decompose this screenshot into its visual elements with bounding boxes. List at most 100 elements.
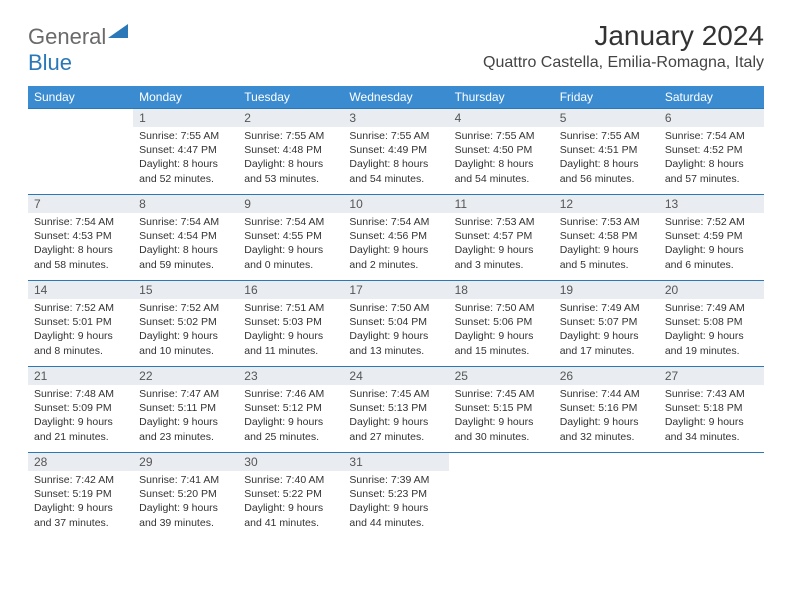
daylight-line: Daylight: 9 hours and 13 minutes. <box>349 329 442 357</box>
day-cell: 18Sunrise: 7:50 AMSunset: 5:06 PMDayligh… <box>449 280 554 366</box>
sunrise-line: Sunrise: 7:54 AM <box>244 215 337 229</box>
sunrise-line: Sunrise: 7:46 AM <box>244 387 337 401</box>
empty-cell: . <box>659 452 764 538</box>
day-body: Sunrise: 7:52 AMSunset: 5:02 PMDaylight:… <box>133 299 238 362</box>
day-body: Sunrise: 7:43 AMSunset: 5:18 PMDaylight:… <box>659 385 764 448</box>
daylight-line: Daylight: 8 hours and 52 minutes. <box>139 157 232 185</box>
dow-header: Sunday <box>28 86 133 108</box>
daylight-line: Daylight: 8 hours and 59 minutes. <box>139 243 232 271</box>
day-body: Sunrise: 7:50 AMSunset: 5:04 PMDaylight:… <box>343 299 448 362</box>
day-body: Sunrise: 7:39 AMSunset: 5:23 PMDaylight:… <box>343 471 448 534</box>
day-cell: 8Sunrise: 7:54 AMSunset: 4:54 PMDaylight… <box>133 194 238 280</box>
daylight-line: Daylight: 8 hours and 54 minutes. <box>455 157 548 185</box>
logo: General Blue <box>28 20 128 76</box>
dow-header: Monday <box>133 86 238 108</box>
day-body: Sunrise: 7:54 AMSunset: 4:53 PMDaylight:… <box>28 213 133 276</box>
day-body: Sunrise: 7:54 AMSunset: 4:55 PMDaylight:… <box>238 213 343 276</box>
day-cell: 3Sunrise: 7:55 AMSunset: 4:49 PMDaylight… <box>343 108 448 194</box>
day-body: Sunrise: 7:45 AMSunset: 5:15 PMDaylight:… <box>449 385 554 448</box>
day-body: Sunrise: 7:53 AMSunset: 4:57 PMDaylight:… <box>449 213 554 276</box>
day-body: Sunrise: 7:49 AMSunset: 5:08 PMDaylight:… <box>659 299 764 362</box>
sunrise-line: Sunrise: 7:47 AM <box>139 387 232 401</box>
day-body: Sunrise: 7:52 AMSunset: 4:59 PMDaylight:… <box>659 213 764 276</box>
day-body: Sunrise: 7:48 AMSunset: 5:09 PMDaylight:… <box>28 385 133 448</box>
day-number: 3 <box>343 109 448 127</box>
sunset-line: Sunset: 4:49 PM <box>349 143 442 157</box>
sunrise-line: Sunrise: 7:45 AM <box>349 387 442 401</box>
day-body: Sunrise: 7:46 AMSunset: 5:12 PMDaylight:… <box>238 385 343 448</box>
daylight-line: Daylight: 9 hours and 30 minutes. <box>455 415 548 443</box>
sunset-line: Sunset: 5:07 PM <box>560 315 653 329</box>
sunset-line: Sunset: 5:04 PM <box>349 315 442 329</box>
day-body: Sunrise: 7:51 AMSunset: 5:03 PMDaylight:… <box>238 299 343 362</box>
sunset-line: Sunset: 5:06 PM <box>455 315 548 329</box>
sunset-line: Sunset: 5:18 PM <box>665 401 758 415</box>
daylight-line: Daylight: 9 hours and 6 minutes. <box>665 243 758 271</box>
day-number: 22 <box>133 367 238 385</box>
day-cell: 22Sunrise: 7:47 AMSunset: 5:11 PMDayligh… <box>133 366 238 452</box>
day-body: Sunrise: 7:54 AMSunset: 4:52 PMDaylight:… <box>659 127 764 190</box>
day-cell: 10Sunrise: 7:54 AMSunset: 4:56 PMDayligh… <box>343 194 448 280</box>
day-cell: 2Sunrise: 7:55 AMSunset: 4:48 PMDaylight… <box>238 108 343 194</box>
day-number: 16 <box>238 281 343 299</box>
day-number: 26 <box>554 367 659 385</box>
sunset-line: Sunset: 5:08 PM <box>665 315 758 329</box>
day-number: 30 <box>238 453 343 471</box>
daylight-line: Daylight: 9 hours and 21 minutes. <box>34 415 127 443</box>
empty-cell: . <box>554 452 659 538</box>
sunrise-line: Sunrise: 7:54 AM <box>349 215 442 229</box>
dow-header: Saturday <box>659 86 764 108</box>
day-number: 20 <box>659 281 764 299</box>
day-cell: 13Sunrise: 7:52 AMSunset: 4:59 PMDayligh… <box>659 194 764 280</box>
day-body: Sunrise: 7:47 AMSunset: 5:11 PMDaylight:… <box>133 385 238 448</box>
day-cell: 14Sunrise: 7:52 AMSunset: 5:01 PMDayligh… <box>28 280 133 366</box>
day-body: Sunrise: 7:54 AMSunset: 4:54 PMDaylight:… <box>133 213 238 276</box>
day-number: 7 <box>28 195 133 213</box>
daylight-line: Daylight: 8 hours and 53 minutes. <box>244 157 337 185</box>
day-cell: 4Sunrise: 7:55 AMSunset: 4:50 PMDaylight… <box>449 108 554 194</box>
sunrise-line: Sunrise: 7:55 AM <box>349 129 442 143</box>
daylight-line: Daylight: 9 hours and 3 minutes. <box>455 243 548 271</box>
daylight-line: Daylight: 9 hours and 17 minutes. <box>560 329 653 357</box>
sunset-line: Sunset: 5:23 PM <box>349 487 442 501</box>
day-number: 23 <box>238 367 343 385</box>
day-cell: 20Sunrise: 7:49 AMSunset: 5:08 PMDayligh… <box>659 280 764 366</box>
sunrise-line: Sunrise: 7:49 AM <box>665 301 758 315</box>
sunrise-line: Sunrise: 7:52 AM <box>139 301 232 315</box>
day-number: 17 <box>343 281 448 299</box>
sunrise-line: Sunrise: 7:55 AM <box>455 129 548 143</box>
dow-header: Tuesday <box>238 86 343 108</box>
day-body: Sunrise: 7:55 AMSunset: 4:49 PMDaylight:… <box>343 127 448 190</box>
sunrise-line: Sunrise: 7:53 AM <box>560 215 653 229</box>
day-number: 2 <box>238 109 343 127</box>
sunset-line: Sunset: 5:22 PM <box>244 487 337 501</box>
sunset-line: Sunset: 4:58 PM <box>560 229 653 243</box>
day-body: Sunrise: 7:55 AMSunset: 4:48 PMDaylight:… <box>238 127 343 190</box>
day-cell: 23Sunrise: 7:46 AMSunset: 5:12 PMDayligh… <box>238 366 343 452</box>
day-body: Sunrise: 7:54 AMSunset: 4:56 PMDaylight:… <box>343 213 448 276</box>
sunrise-line: Sunrise: 7:40 AM <box>244 473 337 487</box>
sunrise-line: Sunrise: 7:44 AM <box>560 387 653 401</box>
sunset-line: Sunset: 4:57 PM <box>455 229 548 243</box>
sunrise-line: Sunrise: 7:43 AM <box>665 387 758 401</box>
logo-part1: General <box>28 24 106 49</box>
sunset-line: Sunset: 5:01 PM <box>34 315 127 329</box>
day-number: 11 <box>449 195 554 213</box>
day-number: 19 <box>554 281 659 299</box>
day-cell: 11Sunrise: 7:53 AMSunset: 4:57 PMDayligh… <box>449 194 554 280</box>
sunset-line: Sunset: 5:15 PM <box>455 401 548 415</box>
sunset-line: Sunset: 5:16 PM <box>560 401 653 415</box>
day-cell: 19Sunrise: 7:49 AMSunset: 5:07 PMDayligh… <box>554 280 659 366</box>
day-cell: 9Sunrise: 7:54 AMSunset: 4:55 PMDaylight… <box>238 194 343 280</box>
sunset-line: Sunset: 5:09 PM <box>34 401 127 415</box>
header: General Blue January 2024 Quattro Castel… <box>28 20 764 76</box>
daylight-line: Daylight: 9 hours and 5 minutes. <box>560 243 653 271</box>
day-number: 10 <box>343 195 448 213</box>
day-number: 6 <box>659 109 764 127</box>
sunset-line: Sunset: 5:03 PM <box>244 315 337 329</box>
daylight-line: Daylight: 9 hours and 37 minutes. <box>34 501 127 529</box>
sunset-line: Sunset: 5:11 PM <box>139 401 232 415</box>
day-cell: 29Sunrise: 7:41 AMSunset: 5:20 PMDayligh… <box>133 452 238 538</box>
dow-header: Wednesday <box>343 86 448 108</box>
sunrise-line: Sunrise: 7:42 AM <box>34 473 127 487</box>
